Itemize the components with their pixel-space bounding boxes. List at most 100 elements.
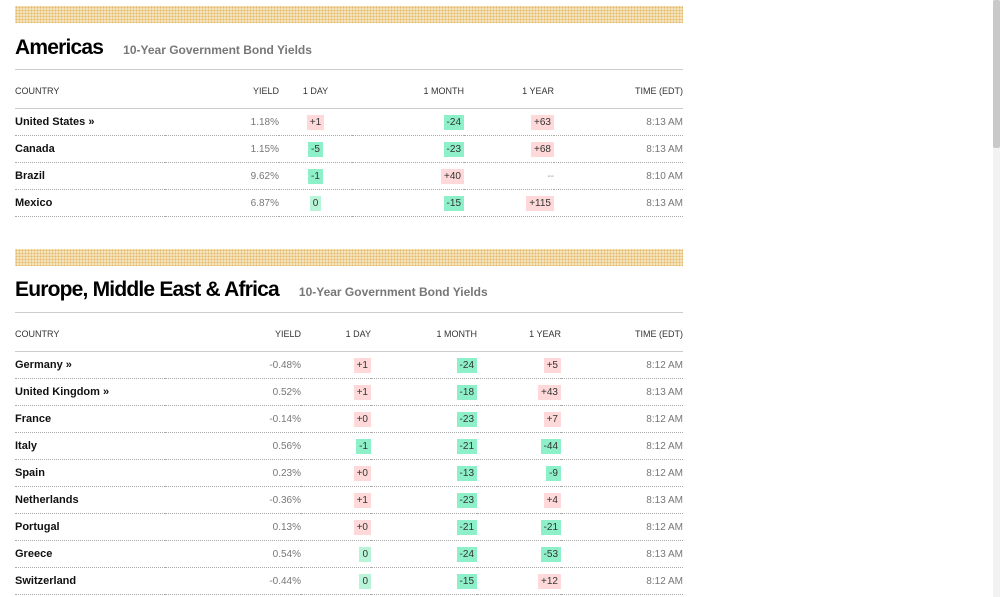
change-1day: +0 xyxy=(353,411,371,427)
section-title: Americas xyxy=(15,36,104,59)
change-1day-cell: +1 xyxy=(301,486,371,514)
change-1day: +1 xyxy=(353,357,371,373)
table-row[interactable]: Germany » -0.48% +1 -24 +5 8:12 AM xyxy=(15,351,683,379)
country-name-cell: France xyxy=(15,405,165,433)
change-1month-cell: -13 xyxy=(371,459,477,487)
change-1month: -13 xyxy=(456,465,477,481)
change-1month-cell: -23 xyxy=(371,405,477,433)
change-1year-cell: -21 xyxy=(477,513,561,541)
country-name-cell: Mexico xyxy=(15,189,165,217)
table-row[interactable]: Switzerland -0.44% 0 -15 +12 8:12 AM xyxy=(15,567,683,595)
scrollbar-thumb[interactable] xyxy=(993,0,1000,148)
change-1day-cell: +1 xyxy=(301,378,371,406)
yield-value-cell: 1.18% xyxy=(165,108,279,136)
change-1day: +1 xyxy=(353,492,371,508)
change-1month-cell: -23 xyxy=(352,135,464,163)
americas-table: COUNTRY YIELD 1 DAY 1 MONTH 1 YEAR TIME … xyxy=(15,70,683,217)
change-1day-cell: +1 xyxy=(301,351,371,379)
section-divider xyxy=(15,6,683,23)
header-rule xyxy=(15,69,683,70)
time-value-cell: 8:12 AM xyxy=(561,405,683,433)
yield-value: 1.18% xyxy=(250,116,279,128)
table-row[interactable]: United Kingdom » 0.52% +1 -18 +43 8:13 AM xyxy=(15,378,683,406)
change-1year-cell: +7 xyxy=(477,405,561,433)
change-1year-cell: +5 xyxy=(477,351,561,379)
time-value-cell: 8:13 AM xyxy=(554,108,683,136)
table-row[interactable]: Italy 0.56% -1 -21 -44 8:12 AM xyxy=(15,432,683,460)
change-1day: -1 xyxy=(308,168,323,184)
country-name-cell[interactable]: Germany » xyxy=(15,351,165,379)
change-1day: +0 xyxy=(353,519,371,535)
table-row[interactable]: Netherlands -0.36% +1 -23 +4 8:13 AM xyxy=(15,486,683,514)
time-value: 8:13 AM xyxy=(646,143,683,155)
yield-value: 0.52% xyxy=(272,386,301,398)
section-subtitle: 10-Year Government Bond Yields xyxy=(298,285,488,299)
country-name-cell: Italy xyxy=(15,432,165,460)
emea-table: COUNTRY YIELD 1 DAY 1 MONTH 1 YEAR TIME … xyxy=(15,313,683,595)
change-1year: -44 xyxy=(540,438,561,454)
change-1year-cell: +115 xyxy=(464,189,554,217)
change-1month: -15 xyxy=(443,195,464,211)
change-1month: -24 xyxy=(456,357,477,373)
country-name-cell: Netherlands xyxy=(15,486,165,514)
header-rule xyxy=(15,312,683,313)
change-1year: +7 xyxy=(543,411,561,427)
table-row[interactable]: Greece 0.54% 0 -24 -53 8:13 AM xyxy=(15,540,683,568)
table-row[interactable]: Canada 1.15% -5 -23 +68 8:13 AM xyxy=(15,135,683,163)
yield-value: -0.48% xyxy=(269,359,301,371)
yield-value: 0.56% xyxy=(272,440,301,452)
change-1month-cell: -21 xyxy=(371,432,477,460)
change-1year-cell: -44 xyxy=(477,432,561,460)
change-1year-cell: -9 xyxy=(477,459,561,487)
americas-rows: United States » 1.18% +1 -24 +63 8:13 AM Canad… xyxy=(15,108,683,217)
yield-value-cell: 6.87% xyxy=(165,189,279,217)
country-name-cell: Canada xyxy=(15,135,165,163)
col-country: COUNTRY xyxy=(15,313,165,352)
yield-value-cell: -0.44% xyxy=(165,567,301,595)
country-name[interactable]: United States » xyxy=(15,116,95,128)
table-row[interactable]: United States » 1.18% +1 -24 +63 8:13 AM xyxy=(15,108,683,136)
country-name: Portugal xyxy=(15,521,60,533)
change-1month: +40 xyxy=(441,168,464,184)
col-time: TIME (EDT) xyxy=(554,70,683,109)
country-name-cell: Spain xyxy=(15,459,165,487)
col-country: COUNTRY xyxy=(15,70,165,109)
time-value-cell: 8:12 AM xyxy=(561,459,683,487)
change-1month-cell: -15 xyxy=(352,189,464,217)
change-1month: -23 xyxy=(456,411,477,427)
yield-value: 0.13% xyxy=(272,521,301,533)
country-name: Switzerland xyxy=(15,575,77,587)
table-row[interactable]: Brazil 9.62% -1 +40 -- 8:10 AM xyxy=(15,162,683,190)
country-name: Spain xyxy=(15,467,45,479)
country-name-cell: Switzerland xyxy=(15,567,165,595)
change-1day: -1 xyxy=(356,438,371,454)
table-row[interactable]: France -0.14% +0 -23 +7 8:12 AM xyxy=(15,405,683,433)
time-value: 8:12 AM xyxy=(646,413,683,425)
table-row[interactable]: Mexico 6.87% 0 -15 +115 8:13 AM xyxy=(15,189,683,217)
time-value-cell: 8:13 AM xyxy=(554,135,683,163)
page-scrollbar[interactable] xyxy=(993,0,1000,597)
country-name-cell[interactable]: United Kingdom » xyxy=(15,378,165,406)
country-name[interactable]: United Kingdom » xyxy=(15,386,110,398)
change-1day-cell: +0 xyxy=(301,459,371,487)
change-1month-cell: -23 xyxy=(371,486,477,514)
time-value-cell: 8:12 AM xyxy=(561,351,683,379)
change-1day-cell: 0 xyxy=(301,567,371,595)
time-value: 8:12 AM xyxy=(646,575,683,587)
table-row[interactable]: Portugal 0.13% +0 -21 -21 8:12 AM xyxy=(15,513,683,541)
yield-value: 9.62% xyxy=(250,170,279,182)
time-value: 8:10 AM xyxy=(646,170,683,182)
col-1month: 1 MONTH xyxy=(371,313,477,352)
table-row[interactable]: Spain 0.23% +0 -13 -9 8:12 AM xyxy=(15,459,683,487)
country-name[interactable]: Germany » xyxy=(15,359,72,371)
change-1year-cell: -53 xyxy=(477,540,561,568)
yield-value: -0.14% xyxy=(269,413,301,425)
country-name: Netherlands xyxy=(15,494,79,506)
change-1year: -- xyxy=(547,170,554,182)
change-1year-cell: +63 xyxy=(464,108,554,136)
country-name: Canada xyxy=(15,143,55,155)
section-subtitle: 10-Year Government Bond Yields xyxy=(123,43,312,57)
country-name-cell[interactable]: United States » xyxy=(15,108,165,136)
time-value: 8:13 AM xyxy=(646,386,683,398)
change-1year-cell: +4 xyxy=(477,486,561,514)
